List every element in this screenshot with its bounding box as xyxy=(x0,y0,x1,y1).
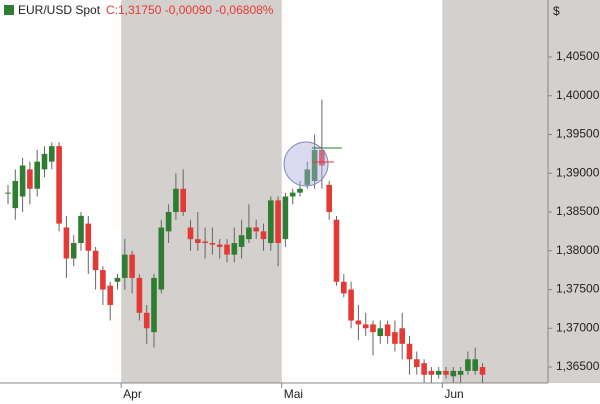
candle-body xyxy=(341,281,347,294)
y-tick-label: 1,36500 xyxy=(556,359,600,373)
candle-body xyxy=(27,169,33,189)
candle-body xyxy=(282,196,289,240)
candle-body xyxy=(465,359,471,371)
highlight-circle xyxy=(283,141,329,187)
candle-body xyxy=(114,277,121,282)
candle-body xyxy=(78,215,84,244)
y-tick-label: 1,40000 xyxy=(556,88,600,102)
y-tick-label: 1,40500 xyxy=(556,49,600,63)
candle-body xyxy=(231,243,238,255)
candle-body xyxy=(443,370,449,375)
candle-body xyxy=(70,243,77,259)
candle-body xyxy=(238,235,245,247)
candle-body xyxy=(457,370,464,375)
candle-body xyxy=(399,328,405,344)
candle-body xyxy=(100,270,106,290)
candle-body xyxy=(173,188,179,213)
y-tick-label: 1,38000 xyxy=(556,243,600,257)
candle-body xyxy=(289,192,296,197)
candle-body xyxy=(348,289,354,321)
candle-body xyxy=(414,359,420,368)
x-tick-label: Apr xyxy=(123,387,142,401)
candle-body xyxy=(246,227,252,240)
candle-body xyxy=(19,165,26,197)
candle-body xyxy=(260,231,267,240)
series-icon xyxy=(4,5,14,15)
y-tick-label: 1,37500 xyxy=(556,282,600,296)
candle-body xyxy=(392,332,398,344)
candle-body xyxy=(143,312,150,329)
candle-body xyxy=(107,285,113,306)
candle-body xyxy=(195,239,201,244)
candle-body xyxy=(304,169,311,185)
candle-body xyxy=(355,320,362,325)
y-tick-label: 1,37000 xyxy=(556,320,600,334)
y-unit: $ xyxy=(553,4,560,18)
candle-body xyxy=(311,149,318,181)
candle-body xyxy=(56,146,62,224)
candle-body xyxy=(297,188,303,193)
candle-body xyxy=(85,223,92,251)
y-tick-label: 1,38500 xyxy=(556,204,600,218)
candle-body xyxy=(421,363,427,375)
candle-body xyxy=(92,250,99,271)
candle-body xyxy=(333,219,340,282)
candle-body xyxy=(377,328,384,337)
month-shading xyxy=(121,0,600,383)
candle-body xyxy=(165,212,172,232)
candle-body xyxy=(187,227,194,240)
candle-body xyxy=(136,277,143,313)
x-tick-label: Jun xyxy=(444,387,463,401)
chart-title: EUR/USD Spot xyxy=(18,3,101,17)
candles xyxy=(5,99,486,383)
candle-body xyxy=(319,149,325,166)
candle-body xyxy=(180,188,186,213)
candle-body xyxy=(472,359,478,371)
candle-body xyxy=(224,244,230,255)
candle-body xyxy=(362,324,369,329)
candle-body xyxy=(41,153,48,170)
candle-body xyxy=(129,254,135,278)
candle-body xyxy=(49,146,55,162)
candle-body xyxy=(435,370,442,375)
candle-body xyxy=(202,241,208,244)
y-tick-label: 1,39500 xyxy=(556,127,600,141)
candle-body xyxy=(158,227,165,290)
month-band xyxy=(442,0,600,383)
candle-body xyxy=(216,244,223,247)
candle-body xyxy=(12,180,19,209)
candle-body xyxy=(479,367,486,375)
quote: C:1,31750 -0,00090 -0,06808% xyxy=(106,3,274,17)
candle-body xyxy=(5,192,11,194)
candle-body xyxy=(209,243,216,245)
candle-body xyxy=(253,227,259,232)
candle-body xyxy=(406,343,413,360)
candle-body xyxy=(326,184,332,213)
candle-body xyxy=(428,370,435,375)
candle-body xyxy=(370,324,376,333)
candle-body xyxy=(275,200,281,244)
candle-body xyxy=(63,227,70,259)
y-tick-label: 1,39000 xyxy=(556,165,600,179)
candle-body xyxy=(450,370,457,377)
candle-body xyxy=(34,161,40,189)
candle-body xyxy=(384,324,391,337)
candle-body xyxy=(151,277,157,333)
candle-body xyxy=(122,254,128,278)
x-tick-label: Mai xyxy=(284,387,303,401)
candle-body xyxy=(268,200,274,244)
